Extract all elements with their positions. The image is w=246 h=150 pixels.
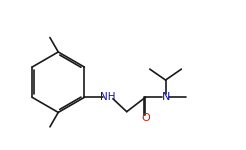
Text: NH: NH — [100, 92, 116, 102]
Text: O: O — [141, 113, 150, 123]
Text: N: N — [161, 92, 170, 102]
